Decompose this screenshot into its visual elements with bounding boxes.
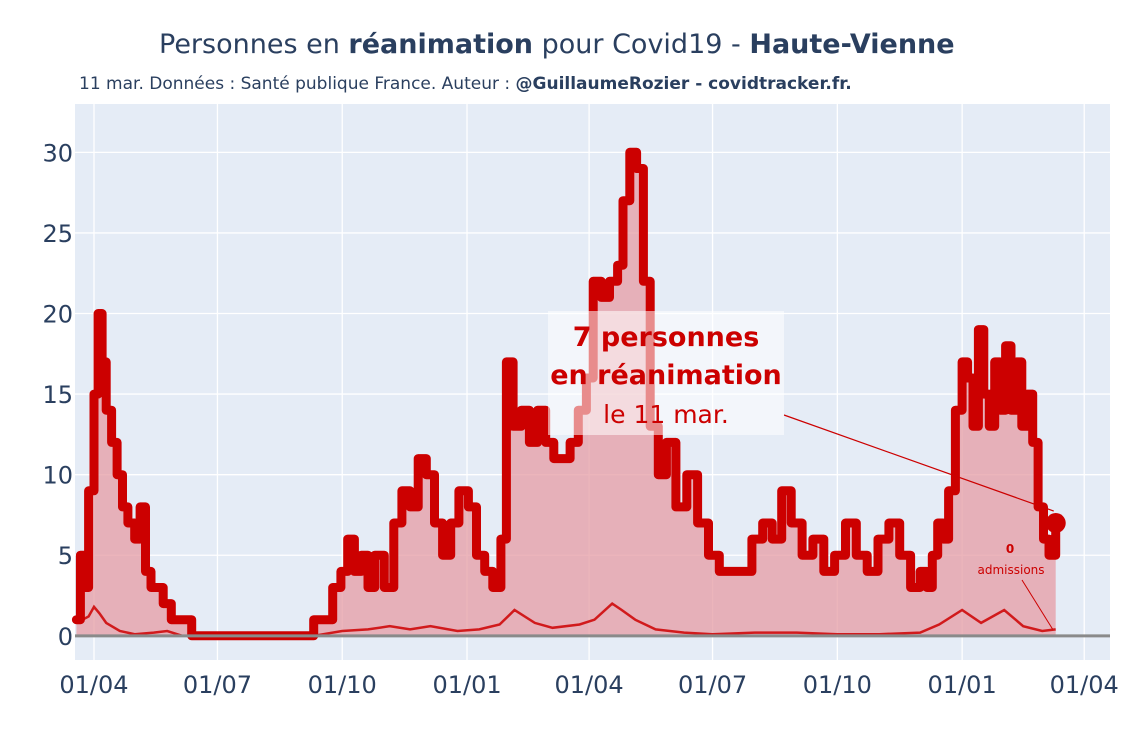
title-bold-2: Haute-Vienne bbox=[749, 29, 955, 60]
admissions-connector bbox=[1021, 579, 1054, 630]
last-value-marker bbox=[1045, 513, 1066, 534]
y-tick-label: 20 bbox=[42, 301, 73, 329]
admissions-line bbox=[75, 602, 1056, 638]
reanimation-area bbox=[76, 152, 1056, 636]
annotation-line-2: en réanimation bbox=[550, 360, 782, 391]
reanimation-line bbox=[71, 147, 1061, 641]
y-axis: 0 5 10 15 20 25 30 bbox=[42, 139, 73, 650]
admissions-label: admissions bbox=[977, 563, 1044, 577]
chart-title: Personnes en réanimation pour Covid19 - … bbox=[159, 29, 955, 60]
x-tick-label: 01/01 bbox=[432, 671, 501, 699]
y-tick-label: 5 bbox=[58, 542, 73, 570]
y-tick-label: 0 bbox=[58, 623, 73, 651]
annotation-connector bbox=[783, 414, 1054, 512]
title-text-1: Personnes en bbox=[159, 29, 349, 60]
chart-subtitle: 11 mar. Données : Santé publique France.… bbox=[79, 74, 852, 94]
x-tick-label: 01/10 bbox=[803, 671, 872, 699]
x-tick-label: 01/01 bbox=[928, 671, 997, 699]
title-text-2: pour Covid19 - bbox=[533, 29, 750, 60]
admissions-value: 0 bbox=[1006, 542, 1014, 556]
y-tick-label: 10 bbox=[42, 462, 73, 490]
subtitle-text: 11 mar. Données : Santé publique France.… bbox=[79, 74, 516, 94]
y-tick-label: 15 bbox=[42, 381, 73, 409]
x-axis: 01/04 01/07 01/10 01/01 01/04 01/07 01/10 01/01… bbox=[59, 671, 1118, 699]
annotation-line-3: le 11 mar. bbox=[603, 400, 729, 429]
annotation-line-1: 7 personnes bbox=[573, 322, 760, 353]
chart-header: Personnes en réanimation pour Covid19 - … bbox=[0, 0, 1125, 104]
x-tick-label: 01/07 bbox=[678, 671, 747, 699]
subtitle-author: @GuillaumeRozier - covidtracker.fr. bbox=[515, 74, 852, 94]
x-tick-label: 01/04 bbox=[1050, 671, 1119, 699]
y-tick-label: 25 bbox=[42, 220, 73, 248]
x-tick-label: 01/10 bbox=[308, 671, 377, 699]
x-tick-label: 01/07 bbox=[183, 671, 252, 699]
x-tick-label: 01/04 bbox=[555, 671, 624, 699]
title-bold-1: réanimation bbox=[348, 29, 534, 60]
annotation-box bbox=[548, 311, 784, 435]
y-tick-label: 30 bbox=[42, 139, 73, 167]
x-tick-label: 01/04 bbox=[59, 671, 128, 699]
